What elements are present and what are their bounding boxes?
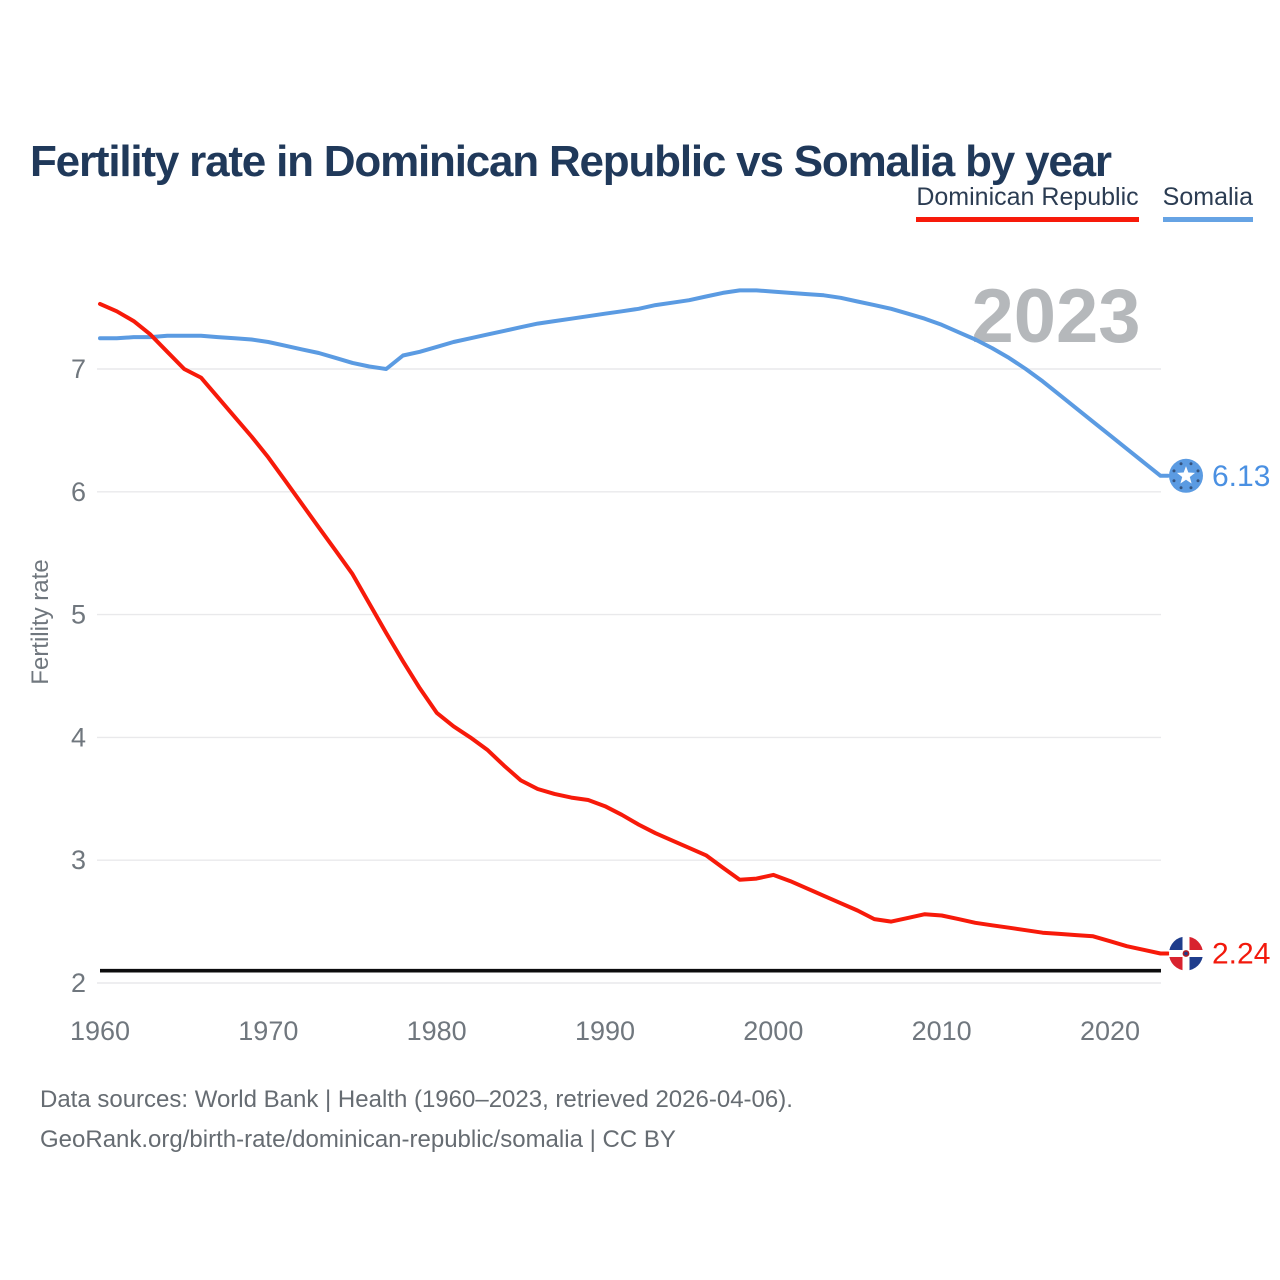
somalia-flag-icon (1169, 458, 1203, 493)
x-tick-2020: 2020 (1080, 1016, 1140, 1046)
somalia-value-label: 6.13 (1212, 460, 1270, 493)
dominican-republic-flag-icon (1169, 936, 1203, 971)
x-tick-1990: 1990 (575, 1016, 635, 1046)
dominican-republic-line (98, 301, 1170, 956)
x-tick-2010: 2010 (912, 1016, 972, 1046)
y-tick-5: 5 (71, 600, 86, 630)
legend: Dominican Republic Somalia (916, 183, 1253, 222)
legend-item-somalia[interactable]: Somalia (1162, 183, 1253, 222)
x-tick-1970: 1970 (238, 1016, 298, 1046)
x-tick-2000: 2000 (743, 1016, 803, 1046)
y-tick-2: 2 (71, 968, 86, 998)
star-icon (1176, 466, 1196, 484)
attribution-text: GeoRank.org/birth-rate/dominican-republi… (40, 1126, 676, 1153)
legend-item-dominican-republic[interactable]: Dominican Republic (916, 183, 1139, 222)
footer: Data sources: World Bank | Health (1960–… (40, 1080, 793, 1160)
x-tick-1980: 1980 (407, 1016, 467, 1046)
y-tick-7: 7 (71, 354, 86, 384)
y-tick-3: 3 (71, 845, 86, 875)
page-title: Fertility rate in Dominican Republic vs … (30, 137, 1112, 187)
x-tick-1960: 1960 (70, 1016, 130, 1046)
dominican-republic-value-label: 2.24 (1212, 938, 1270, 971)
y-tick-4: 4 (71, 722, 86, 752)
y-tick-6: 6 (71, 477, 86, 507)
data-sources-text: Data sources: World Bank | Health (1960–… (40, 1086, 793, 1113)
watermark-year: 2023 (971, 274, 1140, 359)
somalia-line (98, 288, 1170, 478)
